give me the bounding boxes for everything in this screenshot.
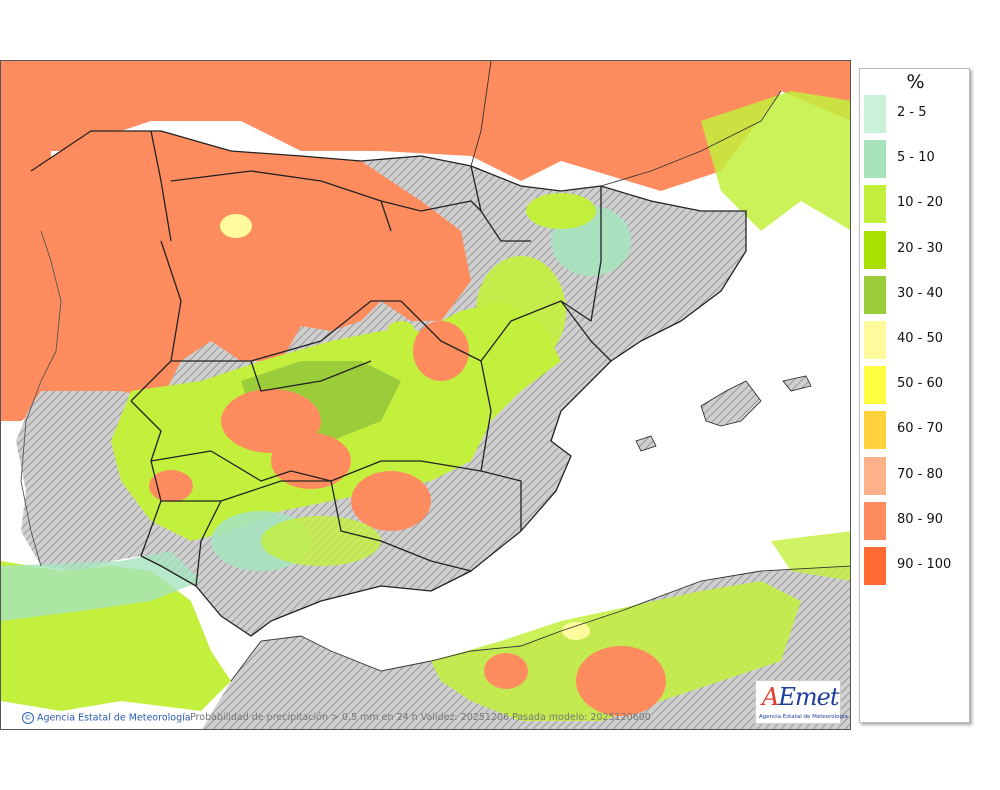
legend-swatch [864, 411, 886, 450]
legend-item: 90 - 100 [864, 547, 968, 589]
aemet-logo: AEmet Agencia Estatal de Meteorología [755, 680, 848, 724]
africa-red-patch-2 [484, 653, 528, 689]
southwest-lightgreen-field [1, 551, 201, 621]
legend-item: 20 - 30 [864, 230, 968, 273]
toledo-red-patch [271, 433, 351, 489]
legend-label: 80 - 90 [897, 511, 944, 527]
ibiza [635, 435, 657, 452]
footer-agency: © Agencia Estatal de Meteorología [22, 712, 191, 724]
legend-swatch [864, 547, 886, 585]
legend-item: 5 - 10 [864, 140, 968, 182]
logo-subtitle: Agencia Estatal de Meteorología [759, 714, 848, 720]
legend-swatch [864, 275, 886, 314]
legend-swatch [864, 456, 886, 495]
legend-item: 80 - 90 [864, 501, 968, 544]
legend-item: 70 - 80 [864, 456, 968, 499]
legend-swatch [864, 95, 886, 133]
legend-label: 20 - 30 [897, 240, 944, 256]
legend-item: 60 - 70 [864, 411, 968, 453]
mediterranean-north-field [701, 91, 850, 231]
legend-item: 50 - 60 [864, 366, 968, 408]
copyright-icon: © [22, 712, 34, 724]
legend-label: 40 - 50 [897, 331, 944, 346]
legend-unit: % [906, 71, 925, 93]
logo-wordmark: AEmet [762, 683, 839, 711]
legend-label: 2 - 5 [897, 105, 927, 120]
legend-label: 30 - 40 [897, 285, 944, 301]
east-med-green-field [771, 531, 850, 581]
africa-yellow-patch [562, 622, 590, 640]
legend-label: 10 - 20 [897, 195, 944, 211]
jaen-red-patch [149, 470, 193, 502]
legend-swatch [864, 321, 886, 359]
portugal-border [20, 230, 62, 567]
legend-swatch [864, 366, 886, 405]
legend-swatch [864, 140, 886, 179]
legend-label: 90 - 100 [897, 557, 952, 572]
yellow-patch-1 [220, 214, 252, 238]
legend-item: 10 - 20 [864, 185, 968, 227]
legend: % 2 - 5 5 - 10 10 - 20 20 - 30 30 - 40 40 - 5… [859, 68, 970, 723]
legend-label: 70 - 80 [897, 466, 944, 482]
legend-label: 60 - 70 [897, 421, 944, 437]
legend-swatch [864, 501, 886, 540]
africa-coastline [230, 565, 850, 682]
green-patch-andalusia [261, 516, 381, 566]
atlantic-field [1, 61, 850, 191]
legend-swatch [864, 230, 886, 269]
legend-item: 2 - 5 [864, 95, 968, 137]
legend-item: 30 - 40 [864, 275, 968, 318]
region-borders [30, 130, 747, 637]
mallorca [700, 380, 762, 427]
africa-red-patch-1 [576, 646, 666, 716]
menorca [782, 375, 812, 392]
legend-swatch [864, 185, 886, 224]
yellow-patch-2 [387, 321, 415, 341]
legend-label: 50 - 60 [897, 376, 944, 392]
france-coastline [470, 61, 782, 187]
footer-agency-label: Agencia Estatal de Meteorología [37, 712, 191, 724]
albacete-red-patch [351, 471, 431, 531]
cuenca-red-patch [413, 321, 469, 381]
legend-label: 5 - 10 [897, 150, 935, 166]
precipitation-map [0, 60, 851, 730]
legend-item: 40 - 50 [864, 321, 968, 363]
footer-caption: Probabilidad de precipitación > 0.5 mm e… [190, 712, 651, 723]
green-patch-north [526, 193, 596, 229]
